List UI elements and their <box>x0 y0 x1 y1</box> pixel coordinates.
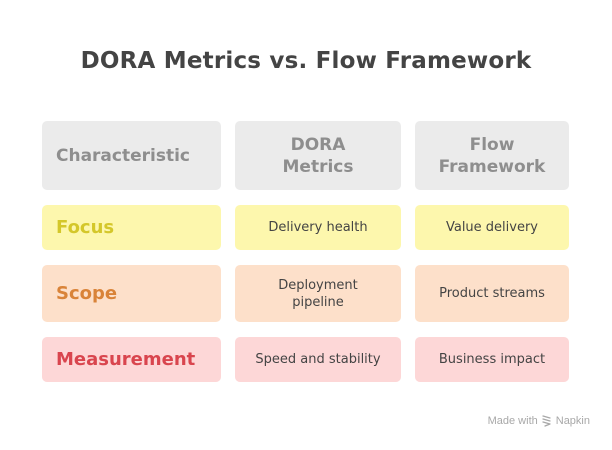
header-flow-framework: Flow Framework <box>415 121 569 190</box>
napkin-logo-icon <box>542 415 552 427</box>
header-dora-line1: DORA <box>290 134 346 155</box>
row-focus-flow-cell: Value delivery <box>415 205 569 250</box>
header-dora-metrics-label: DORA Metrics <box>283 134 354 178</box>
row-measurement-label: Measurement <box>56 349 196 370</box>
row-scope-flow-value: Product streams <box>439 286 545 301</box>
row-focus-label-cell: Focus <box>42 205 221 250</box>
row-scope-dora-cell: Deployment pipeline <box>235 265 401 322</box>
row-scope-dora-line1: Deployment <box>278 277 358 293</box>
header-flow-line1: Flow <box>469 134 515 155</box>
header-characteristic-label: Characteristic <box>56 145 190 166</box>
row-focus-dora-value: Delivery health <box>268 220 368 235</box>
made-with-napkin-footer[interactable]: Made with Napkin <box>488 415 590 427</box>
footer-brand: Napkin <box>555 415 590 427</box>
row-measurement-dora-cell: Speed and stability <box>235 337 401 382</box>
diagram-title: DORA Metrics vs. Flow Framework <box>80 48 532 74</box>
header-flow-line2: Framework <box>438 156 546 177</box>
header-dora-metrics: DORA Metrics <box>235 121 401 190</box>
row-measurement-dora-value: Speed and stability <box>255 352 381 367</box>
row-focus-dora-cell: Delivery health <box>235 205 401 250</box>
header-dora-line2: Metrics <box>282 156 354 177</box>
row-scope-flow-cell: Product streams <box>415 265 569 322</box>
header-flow-framework-label: Flow Framework <box>439 134 546 178</box>
row-measurement-label-cell: Measurement <box>42 337 221 382</box>
header-characteristic: Characteristic <box>42 121 221 190</box>
row-measurement-flow-cell: Business impact <box>415 337 569 382</box>
row-scope-dora-value: Deployment pipeline <box>278 277 358 311</box>
row-scope-label: Scope <box>56 283 118 304</box>
row-measurement-flow-value: Business impact <box>438 352 546 367</box>
row-scope-dora-line2: pipeline <box>292 294 344 310</box>
footer-prefix: Made with <box>487 415 538 427</box>
row-focus-flow-value: Value delivery <box>445 220 539 235</box>
row-focus-label: Focus <box>56 217 115 238</box>
row-scope-label-cell: Scope <box>42 265 221 322</box>
